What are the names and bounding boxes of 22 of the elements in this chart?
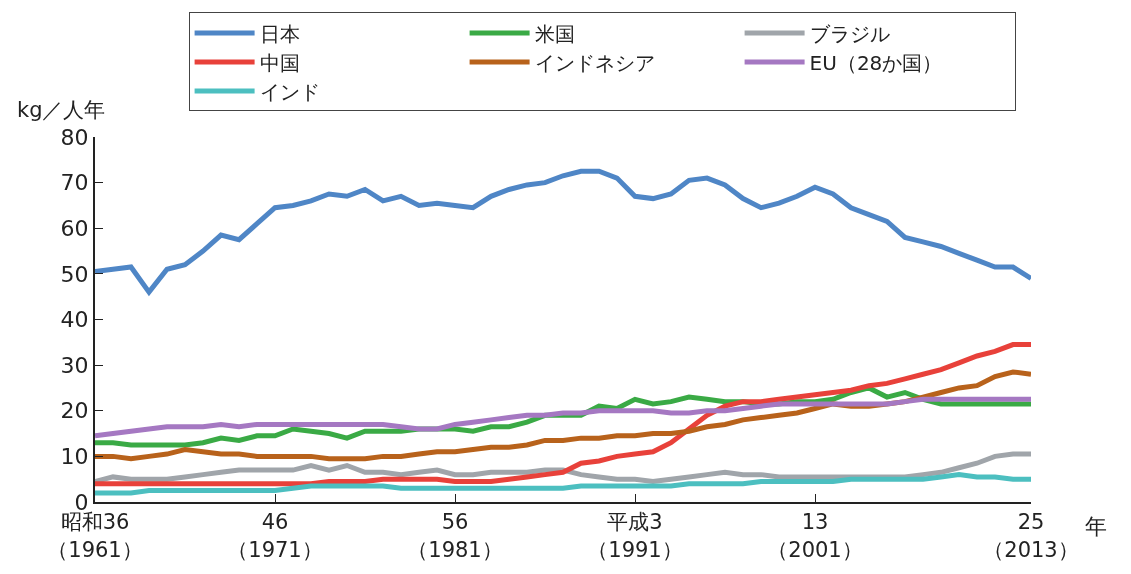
legend-label: 米国: [534, 21, 575, 46]
y-tick-label: 60: [60, 215, 89, 241]
x-tick-label: 平成3 （1991）: [587, 510, 683, 562]
legend-label: インドネシア: [534, 50, 655, 75]
legend-label: 中国: [259, 50, 300, 75]
legend-label: インド: [259, 79, 320, 104]
text: 年: [1085, 514, 1107, 539]
x-tick-label: 13 （2001）: [767, 510, 863, 562]
y-tick-label: 70: [60, 170, 89, 196]
y-axis-title: kg／人年: [17, 98, 106, 122]
y-tick-label: 10: [60, 444, 89, 470]
legend-label: EU（28か国）: [809, 50, 943, 75]
y-tick-label: 40: [60, 307, 89, 333]
y-tick-label: 20: [60, 398, 89, 424]
legend-label: ブラジル: [809, 21, 890, 46]
y-tick-label: 30: [60, 352, 89, 378]
legend-label: 日本: [259, 21, 300, 46]
x-tick-label: 56 （1981）: [407, 510, 503, 562]
y-tick-label: 50: [60, 261, 89, 287]
x-tick-label: 46 （1971）: [227, 510, 323, 562]
y-tick-label: 80: [60, 124, 89, 150]
x-tick-label: 25 （2013）: [983, 510, 1079, 562]
